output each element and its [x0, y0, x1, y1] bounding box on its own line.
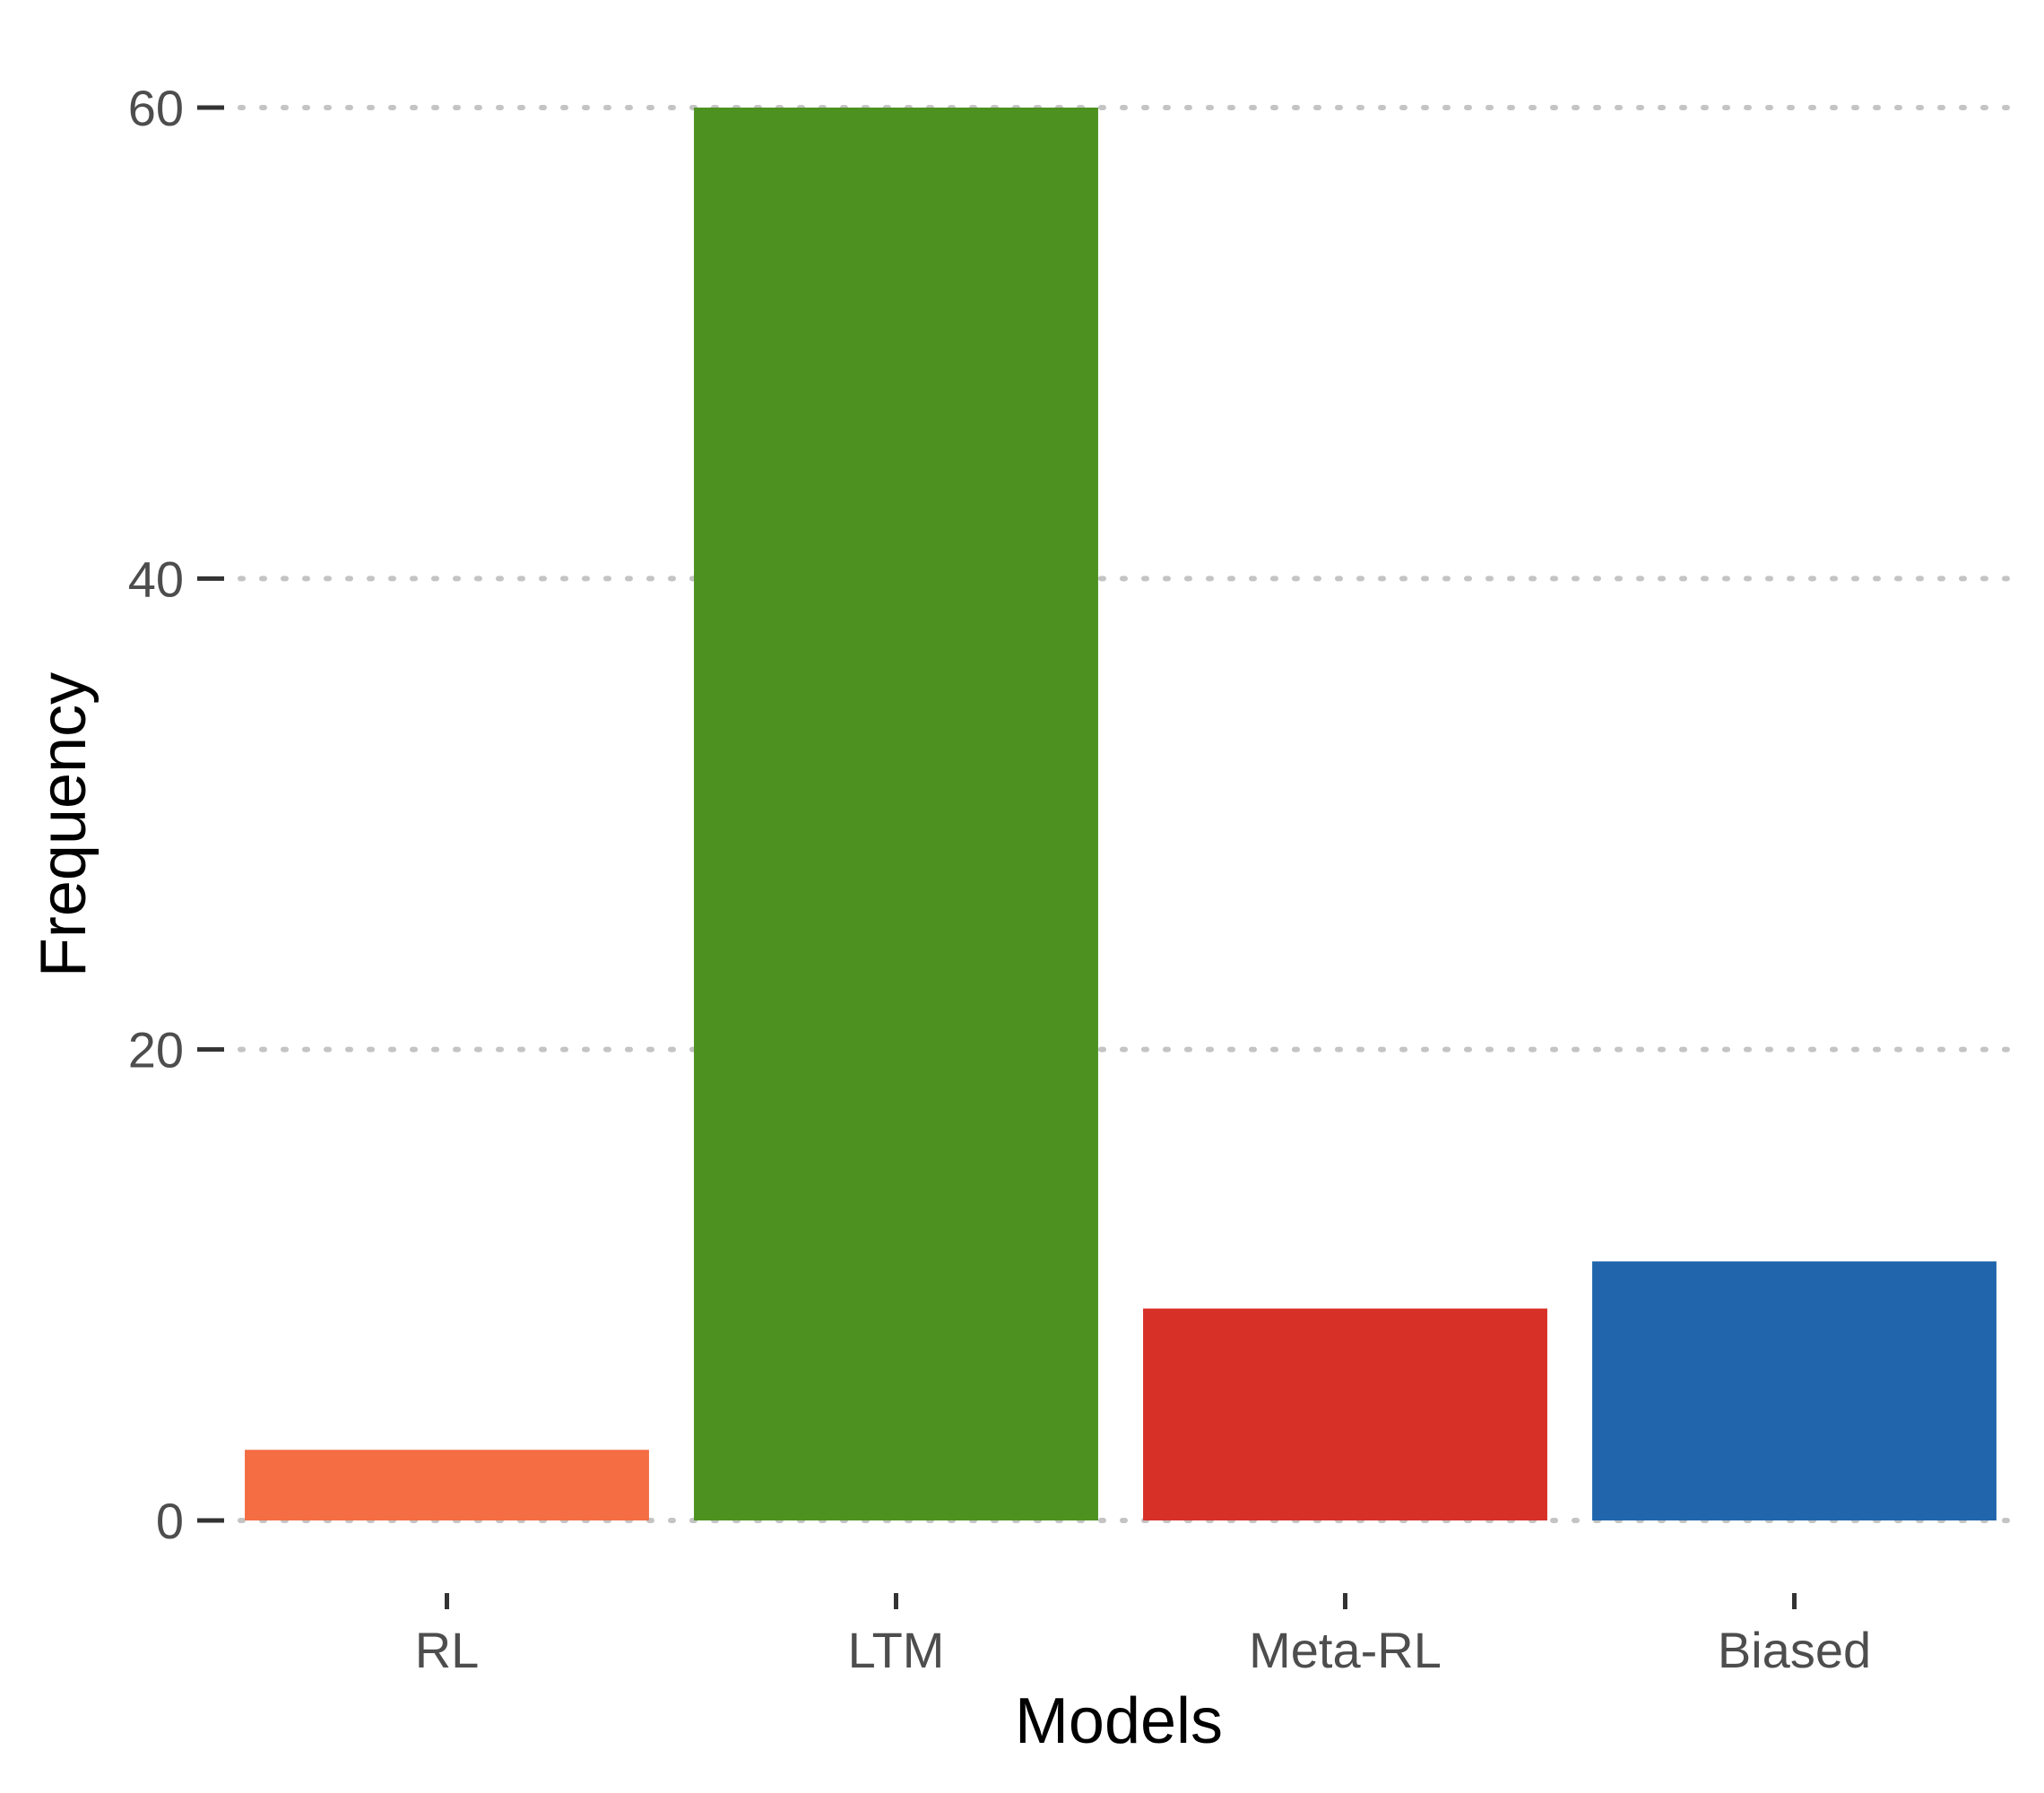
bar-meta-rl — [1143, 1309, 1547, 1520]
y-axis: 0 20 40 60 — [128, 80, 224, 1549]
x-axis: RL LTM Meta-RL Biased — [415, 1593, 1871, 1678]
x-tick-label-biased: Biased — [1718, 1622, 1871, 1678]
y-tick-label-40: 40 — [128, 550, 184, 607]
y-tick-label-0: 0 — [156, 1493, 184, 1549]
bar-rl — [245, 1450, 649, 1520]
y-tick-label-20: 20 — [128, 1022, 184, 1078]
x-tick-label-ltm: LTM — [848, 1622, 945, 1678]
bar-biased — [1592, 1261, 1996, 1520]
y-axis-title: Frequency — [28, 672, 100, 977]
x-tick-label-meta-rl: Meta-RL — [1249, 1622, 1442, 1678]
bars — [245, 108, 1996, 1520]
y-tick-label-60: 60 — [128, 80, 184, 136]
x-tick-label-rl: RL — [415, 1622, 480, 1678]
bar-ltm — [694, 108, 1098, 1520]
x-axis-title: Models — [1015, 1685, 1223, 1757]
